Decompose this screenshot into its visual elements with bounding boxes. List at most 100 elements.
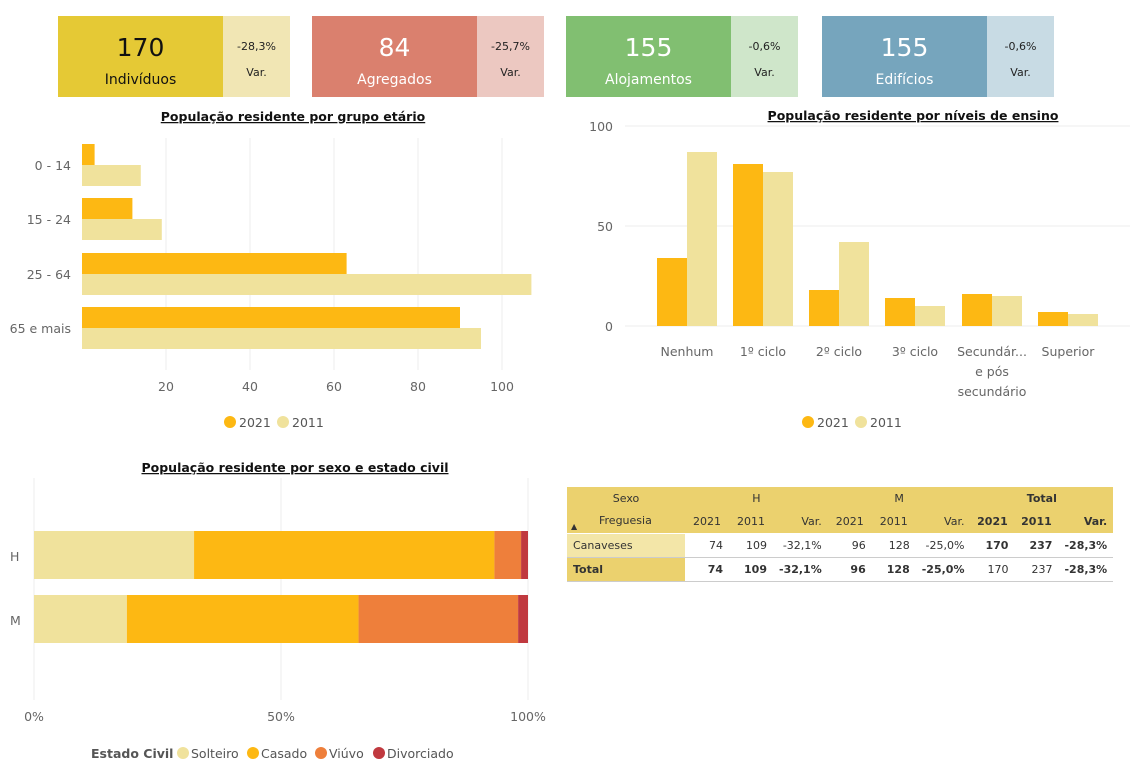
edu-bar-2021: [657, 258, 687, 326]
matrix-row-name: Canaveses: [567, 533, 685, 558]
legend-label-viúvo: Viúvo: [329, 746, 364, 761]
matrix-cell: 96: [827, 533, 872, 558]
kpi-edificios-main: 155 Edifícios: [822, 16, 987, 97]
matrix-group-m: M: [827, 487, 971, 510]
matrix-cell: 128: [871, 557, 916, 582]
age-bar-2021: [82, 198, 133, 219]
civ-bar-solteiro: [34, 595, 127, 643]
legend-label-2021: 2021: [817, 415, 849, 430]
kpi-individuos-var-label: Var.: [246, 66, 267, 79]
matrix-col-h-2021: 2021: [685, 510, 729, 534]
civ-x-tick-label: 0%: [24, 709, 44, 724]
kpi-agregados-label: Agregados: [357, 72, 432, 88]
age-bar-2011: [82, 274, 532, 295]
age-category-label: 15 - 24: [27, 212, 71, 227]
matrix-group-h: H: [685, 487, 828, 510]
civ-bar-viúvo: [358, 595, 519, 643]
kpi-alojamentos-change: -0,6%: [748, 40, 781, 53]
legend-marker-2021: [802, 416, 814, 428]
matrix-cell: 237: [1014, 533, 1059, 558]
edu-bar-2021: [962, 294, 992, 326]
legend-label-2011: 2011: [292, 415, 324, 430]
legend-label-divorciado: Divorciado: [387, 746, 454, 761]
edu-category-label: Nenhum: [661, 344, 714, 359]
matrix-freguesia-header[interactable]: Freguesia ▲: [567, 510, 685, 534]
matrix-cell: 96: [827, 557, 872, 582]
age-bar-2021: [82, 253, 347, 274]
matrix-row: Canaveses 74 109 -32,1% 96 128 -25,0% 17…: [567, 533, 1114, 558]
civ-bar-casado: [194, 531, 495, 579]
legend-marker-casado: [247, 747, 259, 759]
kpi-agregados-change: -25,7%: [491, 40, 530, 53]
legend-marker-2011: [277, 416, 289, 428]
civ-bar-divorciado: [521, 531, 528, 579]
age-x-tick-label: 80: [410, 379, 426, 394]
kpi-edificios-label: Edifícios: [875, 72, 934, 88]
kpi-individuos-variation: -28,3% Var.: [223, 16, 290, 97]
matrix-row-name: Total: [567, 557, 685, 582]
matrix-col-h-2011: 2011: [729, 510, 773, 534]
civ-bar-casado: [126, 595, 359, 643]
civ-bar-solteiro: [34, 531, 195, 579]
age-group-chart: População residente por grupo etário 0 -…: [10, 109, 532, 430]
matrix-cell: 128: [871, 533, 916, 558]
kpi-individuos-change: -28,3%: [237, 40, 276, 53]
kpi-agregados-var-label: Var.: [500, 66, 521, 79]
civ-legend-title: Estado Civil: [91, 746, 173, 761]
legend-label-2011: 2011: [870, 415, 902, 430]
matrix-cell: -25,0%: [915, 557, 971, 582]
age-x-tick-label: 20: [158, 379, 174, 394]
kpi-alojamentos-variation: -0,6% Var.: [731, 16, 798, 97]
matrix-cell: 109: [729, 557, 773, 582]
matrix-cell: 170: [970, 533, 1015, 558]
education-chart: População residente por níveis de ensino…: [589, 108, 1130, 430]
edu-category-label: 1º ciclo: [740, 344, 786, 359]
civ-x-tick-label: 50%: [267, 709, 295, 724]
age-category-label: 25 - 64: [27, 267, 71, 282]
matrix-col-m-2011: 2011: [871, 510, 916, 534]
kpi-alojamentos-var-label: Var.: [754, 66, 775, 79]
age-bar-2011: [82, 328, 481, 349]
edu-category-label: 2º ciclo: [816, 344, 862, 359]
age-category-label: 65 e mais: [10, 321, 71, 336]
edu-bar-2011: [687, 152, 717, 326]
edu-category-label: Secundár... e pós secundário: [957, 344, 1027, 399]
legend-marker-2021: [224, 416, 236, 428]
matrix-col-m-var: Var.: [915, 510, 971, 534]
age-bar-2011: [82, 219, 162, 240]
matrix-cell: -32,1%: [773, 557, 828, 582]
matrix-total-row: Total 74 109 -32,1% 96 128 -25,0% 170 23…: [567, 557, 1114, 582]
marital-status-chart: População residente por sexo e estado ci…: [10, 460, 546, 761]
matrix-col-total-2021: 2021: [970, 510, 1015, 534]
kpi-alojamentos-label: Alojamentos: [605, 72, 692, 88]
age-x-tick-label: 40: [242, 379, 258, 394]
civ-bar-viúvo: [494, 531, 522, 579]
edu-bar-2021: [885, 298, 915, 326]
kpi-alojamentos-main: 155 Alojamentos: [566, 16, 731, 97]
age-chart-title: População residente por grupo etário: [161, 109, 426, 124]
civ-category-label: M: [10, 613, 21, 628]
matrix-col-total-2011: 2011: [1014, 510, 1059, 534]
legend-marker-2011: [855, 416, 867, 428]
edu-bar-2011: [839, 242, 869, 326]
matrix-col-m-2021: 2021: [827, 510, 872, 534]
matrix-cell: 170: [970, 557, 1015, 582]
edu-category-label: Superior: [1042, 344, 1096, 359]
sort-ascending-icon[interactable]: ▲: [571, 522, 578, 531]
age-bar-2011: [82, 165, 141, 186]
age-x-tick-label: 60: [326, 379, 342, 394]
edu-y-tick-label: 0: [605, 319, 613, 334]
kpi-edificios-change: -0,6%: [1004, 40, 1037, 53]
edu-category-label: 3º ciclo: [892, 344, 938, 359]
edu-bar-2011: [915, 306, 945, 326]
edu-bar-2021: [809, 290, 839, 326]
matrix-cell: -25,0%: [915, 533, 971, 558]
age-bar-2021: [82, 144, 95, 165]
kpi-individuos-main: 170 Indivíduos: [58, 16, 223, 97]
edu-bar-2021: [733, 164, 763, 326]
edu-chart-title: População residente por níveis de ensino: [768, 108, 1059, 123]
edu-bar-2011: [992, 296, 1022, 326]
age-x-tick-label: 100: [490, 379, 514, 394]
matrix-cell: 74: [685, 557, 729, 582]
edu-y-tick-label: 100: [589, 119, 613, 134]
